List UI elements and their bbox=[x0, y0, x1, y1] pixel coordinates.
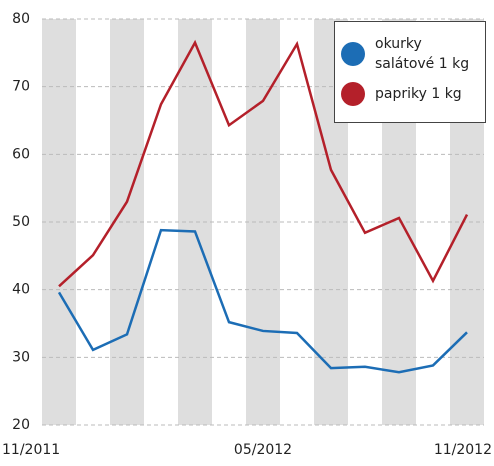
legend-label: papriky 1 kg bbox=[375, 86, 462, 102]
legend-label: okurky salátové 1 kg bbox=[375, 36, 470, 72]
series-line bbox=[57, 228, 468, 374]
legend-swatch bbox=[341, 42, 365, 66]
y-tick-label: 70 bbox=[12, 79, 30, 95]
legend-item: papriky 1 kg bbox=[341, 82, 479, 106]
legend-swatch bbox=[341, 82, 365, 106]
series-line bbox=[58, 39, 469, 288]
x-tick-label: 11/2012 bbox=[434, 442, 492, 458]
y-tick-label: 40 bbox=[12, 282, 30, 298]
y-tick-label: 80 bbox=[12, 11, 30, 27]
legend: okurky salátové 1 kg papriky 1 kg bbox=[334, 21, 486, 123]
y-tick-label: 50 bbox=[12, 214, 30, 230]
x-tick-label: 11/2011 bbox=[2, 442, 60, 458]
y-tick-label: 20 bbox=[12, 417, 30, 433]
y-tick-label: 60 bbox=[12, 146, 30, 162]
x-tick-label: 05/2012 bbox=[234, 442, 292, 458]
y-tick-label: 30 bbox=[12, 349, 30, 365]
legend-item: okurky salátové 1 kg bbox=[341, 34, 479, 74]
